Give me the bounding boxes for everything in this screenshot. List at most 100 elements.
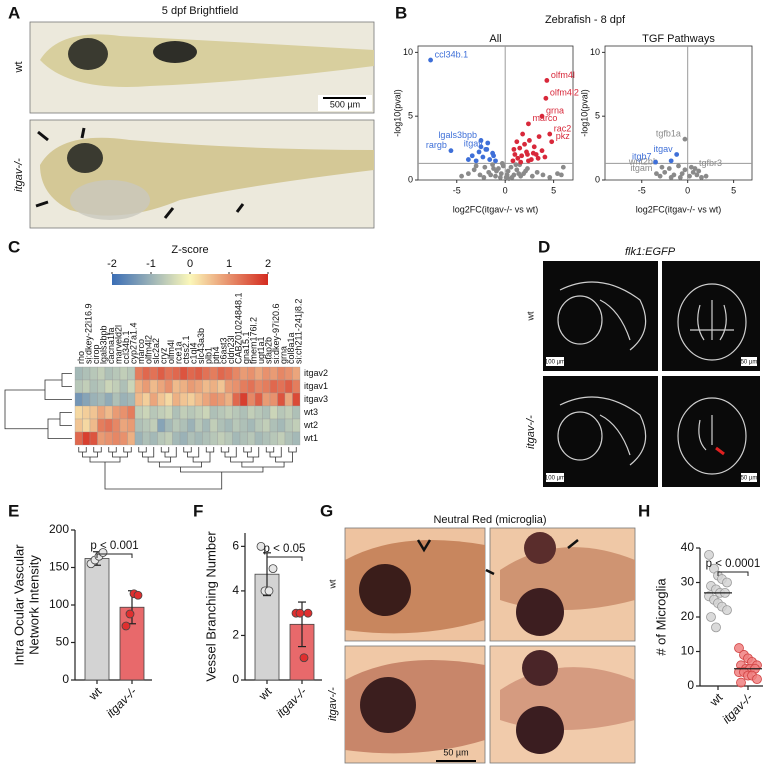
y-tick-label: 40: [681, 540, 695, 554]
bar: [84, 558, 110, 681]
point: [549, 139, 555, 145]
data-point: [711, 622, 721, 633]
significance-bracket: [717, 571, 749, 576]
dendrogram-columns: [180, 467, 264, 473]
point: [490, 162, 495, 168]
point: [515, 155, 521, 161]
heatmap-cell: [134, 431, 143, 446]
heatmap-cell: [292, 431, 301, 446]
data-point: [256, 541, 266, 551]
heatmap-cell: [97, 405, 106, 420]
colorbar-tick-label: 2: [265, 258, 271, 270]
x-axis-label: log2FC(itgav-/- vs wt): [453, 204, 539, 214]
heatmap-cell: [284, 405, 293, 420]
dendrogram-columns: [241, 462, 285, 468]
point: [473, 158, 479, 164]
point: [476, 149, 482, 155]
point: [459, 173, 464, 179]
heatmap-cell: [232, 405, 241, 420]
y-tick-label: 10: [590, 47, 600, 57]
heatmap-cell: [97, 431, 106, 446]
heatmap-cell: [277, 405, 286, 420]
point-label: itgb7: [632, 152, 652, 162]
colorbar-tick-label: -2: [107, 258, 117, 270]
heatmap-cell: [224, 392, 233, 407]
column-label: grna: [279, 346, 289, 364]
heatmap-cell: [127, 418, 136, 433]
point: [520, 131, 526, 137]
dendrogram-columns: [230, 457, 254, 463]
dendrogram-columns: [183, 447, 192, 453]
heatmap-cell: [89, 392, 98, 407]
dendrogram-columns: [158, 462, 202, 468]
point-label: ccl34b.1: [435, 49, 469, 59]
heatmap-cell: [142, 431, 151, 446]
x-tick-label: 0: [503, 185, 508, 195]
heatmap-cell: [224, 405, 233, 420]
row-label: itgav3: [304, 394, 328, 404]
heatmap-cell: [112, 418, 121, 433]
column-label: rho: [76, 351, 86, 364]
point: [504, 172, 510, 178]
y-tick-label: 30: [681, 575, 695, 589]
point: [513, 162, 519, 168]
heatmap-cell: [97, 379, 106, 394]
heatmap-cell: [239, 392, 248, 407]
heatmap-cell: [254, 392, 263, 407]
x-tick-label: -5: [453, 185, 461, 195]
point-label: wnt2bb: [628, 157, 658, 167]
point: [544, 78, 550, 83]
row-label: wt: [327, 579, 337, 589]
dendrogram-columns: [82, 452, 98, 458]
y-tick-label: 100: [49, 597, 69, 611]
point: [668, 175, 674, 180]
heatmap-cell: [134, 366, 143, 381]
heatmap-cell: [149, 405, 158, 420]
heatmap-cell: [284, 392, 293, 407]
point: [481, 175, 487, 180]
point: [536, 134, 542, 140]
heatmap-cell: [194, 392, 203, 407]
point: [529, 173, 535, 179]
point: [497, 175, 503, 180]
column-label: cyp27a1.4: [129, 322, 139, 364]
point: [539, 113, 545, 119]
point-label: itgav: [464, 139, 484, 149]
point: [531, 144, 537, 150]
data-point: [736, 677, 746, 688]
x-tick-label: 0: [685, 185, 690, 195]
heatmap-cell: [149, 431, 158, 446]
dendrogram-columns: [160, 447, 170, 453]
heatmap-cell: [232, 431, 241, 446]
heatmap-cell: [209, 431, 218, 446]
heatmap-cell: [74, 366, 83, 381]
scale-bar-label: 50 µm: [741, 360, 758, 366]
point: [539, 148, 545, 154]
y-tick-label: 0: [62, 672, 69, 686]
heatmap-cell: [224, 379, 233, 394]
heatmap-cell: [179, 405, 188, 420]
point: [696, 168, 702, 174]
data-point: [734, 643, 744, 653]
point: [493, 158, 498, 164]
heatmap-cell: [239, 379, 248, 394]
heatmap-cell: [149, 379, 158, 394]
colorbar: [112, 274, 268, 285]
dendrogram-columns: [108, 447, 117, 453]
heatmap-cell: [127, 392, 136, 407]
point: [677, 175, 683, 180]
column-label: si:ch211-241j8.2: [294, 299, 304, 364]
point: [547, 175, 553, 180]
point: [505, 168, 511, 174]
data-point: [121, 621, 131, 631]
data-point: [722, 577, 732, 588]
data-point: [722, 605, 732, 615]
heatmap-cell: [127, 405, 136, 420]
heatmap-cell: [269, 392, 278, 407]
heatmap-cell: [254, 405, 263, 420]
column-label: c1ql4: [189, 342, 199, 364]
heatmap-cell: [262, 366, 271, 381]
y-tick-label: 5: [595, 111, 600, 121]
heatmap-cell: [82, 405, 91, 420]
point-label: tgfb1a: [656, 129, 681, 139]
